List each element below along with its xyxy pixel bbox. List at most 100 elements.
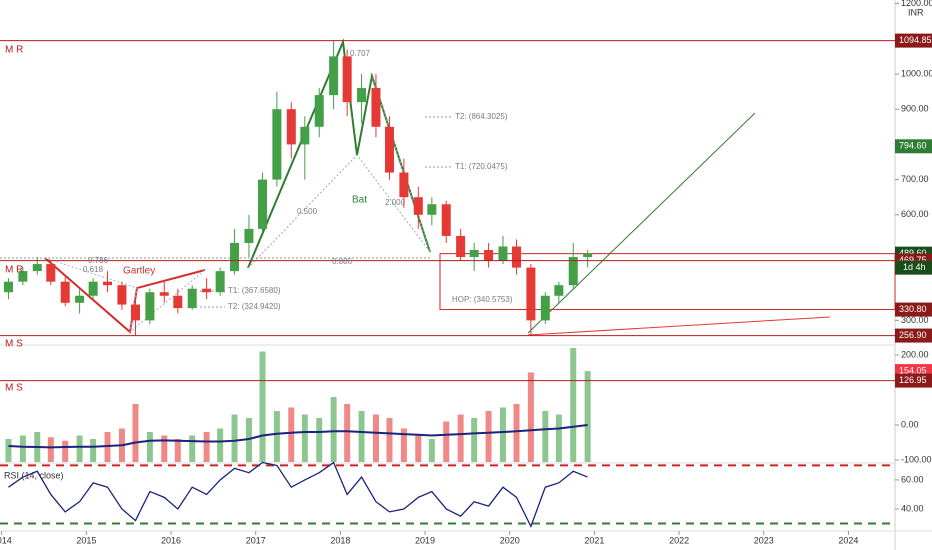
bar (288, 407, 295, 462)
annotation: T2: (864.3025) (455, 112, 508, 121)
candle-body (314, 95, 324, 127)
candle-body (32, 264, 42, 272)
line (8, 461, 588, 529)
candle-body (384, 126, 394, 173)
x-tick-label: 2022 (669, 535, 689, 545)
price-tag-label: 794.60 (899, 141, 927, 151)
y-tick-label: 60.00 (901, 474, 924, 484)
bar (386, 418, 393, 462)
annotation: T2: (324.9420) (228, 302, 281, 311)
price-tag-label: 126.95 (899, 375, 927, 385)
candle-body (46, 264, 56, 282)
bar (90, 439, 97, 462)
candle-body (130, 304, 140, 321)
candle-body (173, 295, 183, 309)
y-tick-label: 200.00 (901, 349, 929, 359)
bar (542, 411, 549, 462)
bar (555, 414, 562, 462)
currency: INR (908, 7, 924, 17)
bar (443, 421, 450, 462)
y-tick-label: 600.00 (901, 209, 929, 219)
bar (415, 435, 422, 462)
bar (5, 439, 12, 462)
price-tag-label: 154.05 (899, 365, 927, 375)
bar (358, 411, 365, 462)
candle-body (540, 295, 550, 321)
bar (174, 439, 181, 462)
annotation: M R (5, 265, 23, 276)
annotation: Gartley (123, 266, 155, 277)
bar (471, 418, 478, 462)
bar (400, 428, 407, 462)
annotation: 0.500 (297, 207, 318, 216)
candle-body (484, 249, 494, 261)
bar (316, 418, 323, 462)
bar (513, 404, 520, 462)
x-tick-label: 2019 (415, 535, 435, 545)
bar (146, 432, 153, 462)
candle-body (526, 267, 536, 321)
y-tick-label: 1000.00 (901, 68, 932, 78)
bar (372, 414, 379, 462)
bar (485, 411, 492, 462)
price-tag (895, 33, 932, 48)
candle-body (342, 56, 352, 103)
candle-body (18, 271, 28, 282)
annotation: 0.618 (83, 265, 104, 274)
candle-body (583, 253, 593, 258)
candle-body (498, 246, 508, 261)
bar (457, 414, 464, 462)
candle-body (145, 292, 155, 321)
y-tick-label: 40.00 (901, 503, 924, 513)
candle-body (3, 281, 13, 293)
bar (570, 348, 577, 462)
bar (273, 411, 280, 462)
bar (19, 435, 26, 462)
price-tag-label: 330.80 (899, 304, 927, 314)
candle-body (469, 249, 479, 258)
trend-line (527, 112, 756, 334)
countdown: 1d 4h (903, 262, 926, 272)
bar (344, 404, 351, 462)
bar (161, 435, 168, 462)
price-tag-label: 469.75 (899, 255, 927, 265)
x-tick-label: 2021 (584, 535, 604, 545)
indicator-label: RSI (14, close) (4, 470, 64, 480)
bar (47, 437, 54, 462)
annotation: 0.786 (88, 256, 109, 265)
annotation: M S (5, 339, 23, 350)
price-tag (895, 139, 932, 154)
gartley-ratios (44, 257, 206, 334)
candle-body (427, 204, 437, 215)
candle-body (75, 295, 85, 303)
candle-body (329, 56, 339, 96)
x-tick-label: 2023 (754, 535, 774, 545)
candle-body (103, 281, 113, 286)
candle-body (399, 172, 409, 198)
candle-body (413, 197, 423, 215)
candle-body (286, 109, 296, 145)
y-tick-label: 700.00 (901, 174, 929, 184)
candle-body (187, 288, 197, 309)
bar (330, 397, 337, 462)
candle-body (456, 235, 466, 258)
bar (527, 372, 534, 462)
candle-body (230, 242, 240, 272)
bar (76, 435, 83, 462)
zone (439, 253, 896, 311)
x-tick-label: 2020 (500, 535, 520, 545)
bar (189, 435, 196, 462)
x-tick-label: 2016 (161, 535, 181, 545)
bar (428, 439, 435, 462)
bar (203, 432, 210, 462)
y-tick-label: -100.00 (901, 454, 932, 464)
y-tick-label: 1200.00 (901, 0, 932, 8)
candle-body (257, 179, 267, 229)
candle-body (441, 204, 451, 236)
annotation: 0.886 (332, 257, 353, 266)
annotation: M R (5, 45, 23, 56)
annotation: T1: (720.0475) (455, 162, 508, 171)
annotation: Bat (352, 195, 367, 206)
